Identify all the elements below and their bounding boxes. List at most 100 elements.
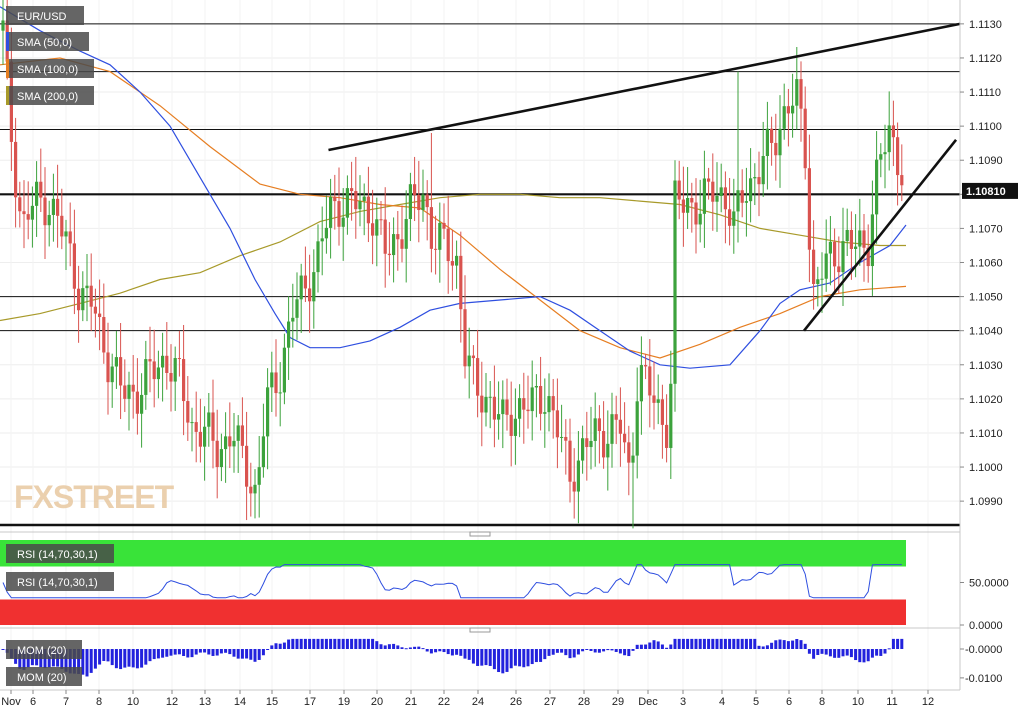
candle-body: [408, 184, 412, 220]
mom-bar: [333, 638, 337, 649]
candle-body: [824, 253, 828, 279]
candle-body: [345, 188, 349, 218]
mom-bar: [866, 649, 870, 662]
mom-bar: [887, 648, 891, 650]
mom-bar: [282, 642, 286, 649]
sma50-line: [0, 6, 907, 369]
mom-bar: [413, 646, 417, 649]
mom-bar: [467, 649, 471, 660]
sma200-legend-swatch: [6, 86, 9, 105]
candle-body: [564, 436, 568, 441]
mom-bar: [421, 648, 425, 650]
candle-body: [173, 358, 177, 382]
mom-bar: [833, 649, 837, 658]
candle-body: [26, 214, 30, 220]
candle-body: [597, 418, 601, 432]
candle-body: [413, 184, 417, 195]
candle-body: [249, 486, 253, 494]
mom-bar: [618, 649, 622, 654]
mom-bar: [686, 638, 690, 649]
mom-bar: [652, 640, 656, 649]
candle-body: [631, 455, 635, 463]
candle-body: [702, 178, 706, 214]
mom-bar: [505, 649, 509, 672]
mom-bar: [547, 649, 551, 656]
xaxis-label: 6: [30, 696, 36, 708]
candle-body: [1, 20, 5, 31]
mom-bar: [253, 649, 257, 662]
last-price-label: 1.10810: [966, 186, 1006, 198]
candle-body: [316, 241, 320, 273]
candle-body: [375, 219, 379, 236]
mom-legend-1-label: MOM (20): [17, 645, 67, 657]
mom-bar: [610, 649, 614, 651]
mom-bar: [429, 649, 433, 654]
mom-tick-label: -0.0100: [965, 673, 1002, 685]
sma200-legend-box: [6, 86, 94, 105]
mom-bar: [371, 638, 375, 649]
candle-body: [354, 191, 358, 210]
mom-bar: [123, 649, 127, 668]
mom-bar: [408, 647, 412, 649]
xaxis-label: 21: [405, 696, 417, 708]
candle-body: [207, 412, 211, 427]
candle-body: [169, 372, 173, 382]
mom-bar: [854, 649, 858, 661]
mom-bar: [257, 649, 261, 660]
mom-bar: [350, 638, 354, 649]
candle-body: [518, 398, 522, 419]
candle-body: [215, 440, 219, 468]
mom-bar: [345, 638, 349, 649]
sma100-legend-box: [6, 59, 94, 78]
mom-bar: [673, 638, 677, 649]
xaxis-label: 8: [819, 696, 825, 708]
candle-body: [396, 234, 400, 240]
candle-body: [660, 399, 664, 425]
mom-bar: [434, 649, 438, 653]
fxstreet-watermark: FXSTREET: [14, 479, 175, 515]
candle-body: [72, 243, 76, 289]
mom-bar: [459, 649, 463, 656]
mom-bar: [585, 649, 589, 650]
xaxis-label: 4: [719, 696, 725, 708]
mom-bar: [186, 649, 190, 658]
candle-body: [534, 385, 538, 388]
mom-bar: [463, 649, 467, 659]
candle-body: [140, 394, 144, 414]
mom-bar: [669, 644, 673, 649]
price-tick-label: 1.1100: [969, 121, 1002, 133]
candle-body: [161, 355, 165, 368]
xaxis-label: 3: [680, 696, 686, 708]
sma50-legend-box: [6, 32, 89, 51]
candle-body: [761, 156, 765, 185]
candle-body: [127, 384, 131, 399]
mom-bar: [875, 649, 879, 656]
mom-bar: [291, 638, 295, 649]
candle-body: [711, 181, 715, 202]
candle-body: [56, 198, 60, 216]
mom-bar: [530, 649, 534, 665]
axis-background: [960, 0, 1032, 712]
candle-body: [896, 137, 900, 176]
candle-body: [757, 177, 761, 185]
candle-body: [77, 288, 81, 311]
candle-body: [123, 385, 127, 399]
candle-body: [673, 180, 677, 384]
candle-body: [81, 288, 85, 311]
mom-bar: [425, 649, 429, 652]
price-tick-label: 1.1020: [969, 394, 1003, 406]
mom-bar: [383, 645, 387, 649]
mom-bar: [702, 638, 706, 649]
mom-bar: [576, 649, 580, 655]
mom-bar: [690, 638, 694, 649]
mom-bar: [274, 643, 278, 649]
candle-body: [165, 355, 169, 373]
mom-bar: [513, 649, 517, 666]
mom-bar: [597, 649, 601, 653]
candle-body: [257, 467, 261, 485]
candle-body: [656, 399, 660, 403]
legend: EUR/USD SMA (50,0) SMA (100,0) SMA (200,0) R…: [6, 6, 114, 686]
candle-body: [820, 278, 824, 280]
trendline: [803, 138, 958, 332]
mom-bar: [492, 649, 496, 670]
